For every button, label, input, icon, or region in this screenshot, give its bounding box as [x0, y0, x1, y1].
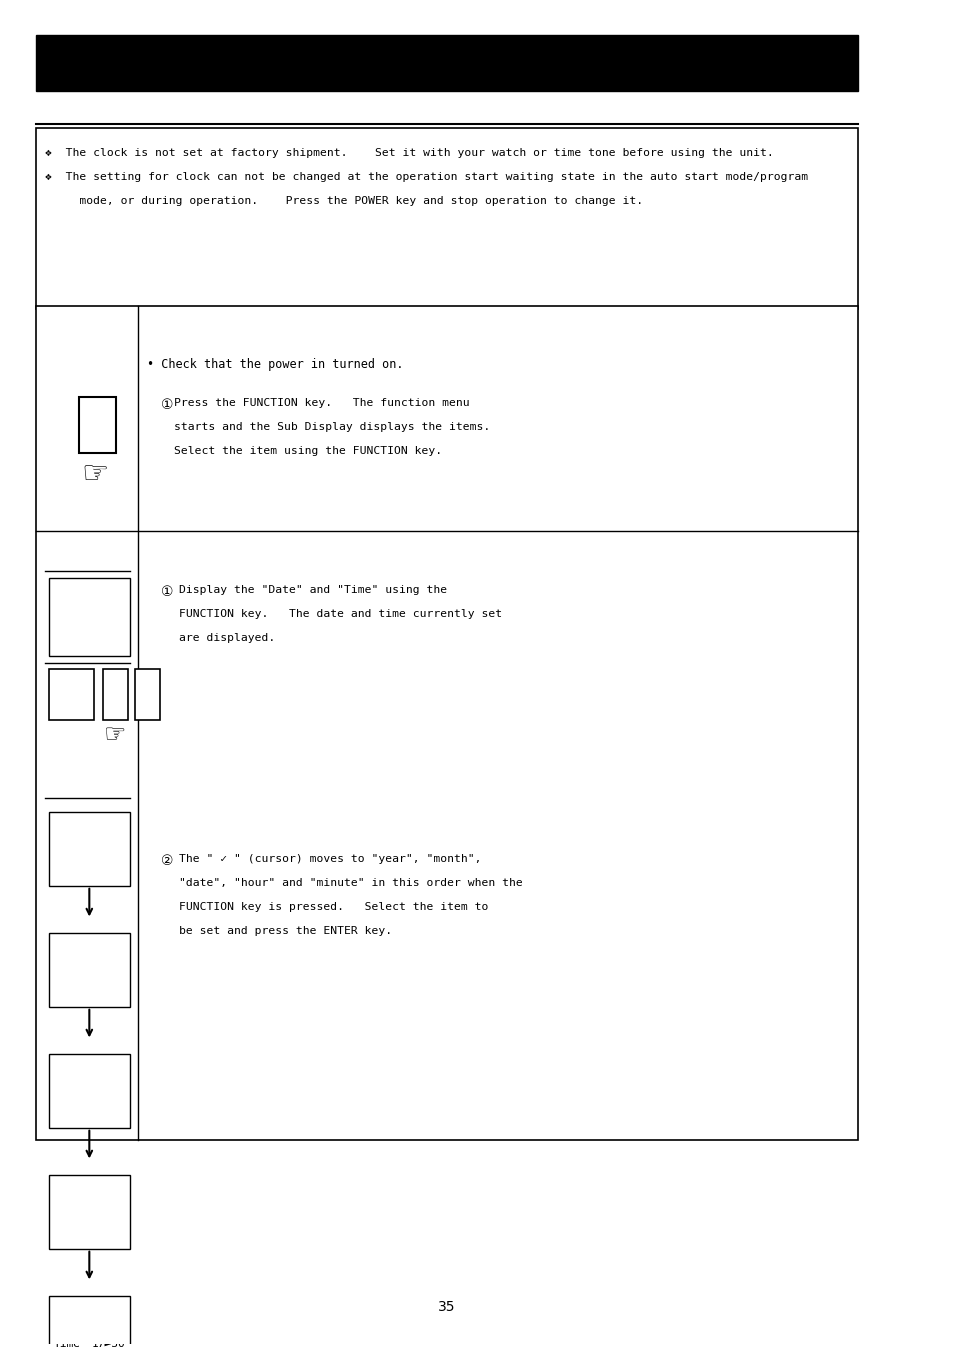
Bar [49, 670, 93, 721]
Text: Time: Time [53, 622, 80, 632]
Text: O: O [118, 612, 130, 625]
Bar [35, 128, 857, 309]
Text: ①: ① [161, 585, 173, 598]
Text: • Check that the power in turned on.: • Check that the power in turned on. [147, 358, 403, 370]
Text: ②: ② [161, 853, 173, 868]
Text: The " ✓ " (cursor) moves to "year", "month",: The " ✓ " (cursor) moves to "year", "mon… [178, 853, 480, 864]
Text: 2001/09►22: 2001/09►22 [57, 1071, 125, 1080]
Text: Press the FUNCTION key.   The function menu: Press the FUNCTION key. The function men… [174, 398, 469, 408]
Bar [78, 397, 116, 454]
Text: 35: 35 [437, 1300, 455, 1314]
Text: Select the item using the FUNCTION key.: Select the item using the FUNCTION key. [174, 447, 442, 456]
Text: Time: Time [53, 855, 80, 865]
Text: mode, or during operation.    Press the POWER key and stop operation to change i: mode, or during operation. Press the POW… [45, 196, 642, 207]
Text: Date: Date [53, 1191, 80, 1202]
Text: starts and the Sub Display displays the items.: starts and the Sub Display displays the … [174, 423, 490, 432]
Text: ►2001/09/22: ►2001/09/22 [51, 828, 125, 838]
Text: Date: Date [53, 1312, 80, 1322]
Bar [49, 1174, 130, 1249]
Text: ❖  The clock is not set at factory shipment.    Set it with your watch or time t: ❖ The clock is not set at factory shipme… [45, 148, 773, 158]
Text: 17:30: 17:30 [91, 976, 125, 986]
Bar [49, 578, 130, 656]
Bar [134, 670, 160, 721]
Text: 17:30: 17:30 [91, 855, 125, 865]
Text: 2001►09/22: 2001►09/22 [57, 949, 125, 958]
Text: Date: Date [53, 594, 80, 603]
Bar [49, 1296, 130, 1350]
Text: 17►30: 17►30 [91, 1339, 125, 1349]
Text: are displayed.: are displayed. [178, 633, 274, 643]
Text: ▼▲: ▼▲ [62, 688, 81, 702]
Text: FUNCTION key is pressed.   Select the item to: FUNCTION key is pressed. Select the item… [178, 902, 488, 913]
Bar [49, 811, 130, 886]
Text: 17:30: 17:30 [91, 1096, 125, 1107]
Text: Display the "Date" and "Time" using the: Display the "Date" and "Time" using the [178, 585, 446, 595]
Bar [35, 306, 857, 1139]
Text: ►17:30: ►17:30 [85, 1218, 125, 1227]
Text: Time: Time [53, 1339, 80, 1349]
Text: ☞: ☞ [104, 724, 127, 747]
Text: 2001/09/22: 2001/09/22 [57, 1312, 125, 1322]
Text: Time: Time [53, 1218, 80, 1227]
Text: be set and press the ENTER key.: be set and press the ENTER key. [178, 926, 392, 936]
Text: ①: ① [161, 398, 173, 412]
Bar [103, 670, 128, 721]
Bar [49, 1054, 130, 1127]
Text: Date: Date [53, 949, 80, 958]
Text: "date", "hour" and "minute" in this order when the: "date", "hour" and "minute" in this orde… [178, 878, 522, 888]
Bar [35, 35, 857, 92]
Text: ☞: ☞ [81, 460, 109, 489]
Text: Date: Date [53, 1071, 80, 1080]
Text: FUNCTION key.   The date and time currently set: FUNCTION key. The date and time currentl… [178, 609, 501, 618]
Text: 23:59: 23:59 [91, 622, 125, 632]
Text: Time: Time [53, 976, 80, 986]
Text: 2001/09/22: 2001/09/22 [57, 1191, 125, 1202]
Text: Date: Date [53, 828, 80, 838]
Bar [49, 933, 130, 1007]
Text: Time: Time [53, 1096, 80, 1107]
Text: ❖  The setting for clock can not be changed at the operation start waiting state: ❖ The setting for clock can not be chang… [45, 171, 807, 182]
Text: ►2001/09/22: ►2001/09/22 [51, 594, 125, 603]
